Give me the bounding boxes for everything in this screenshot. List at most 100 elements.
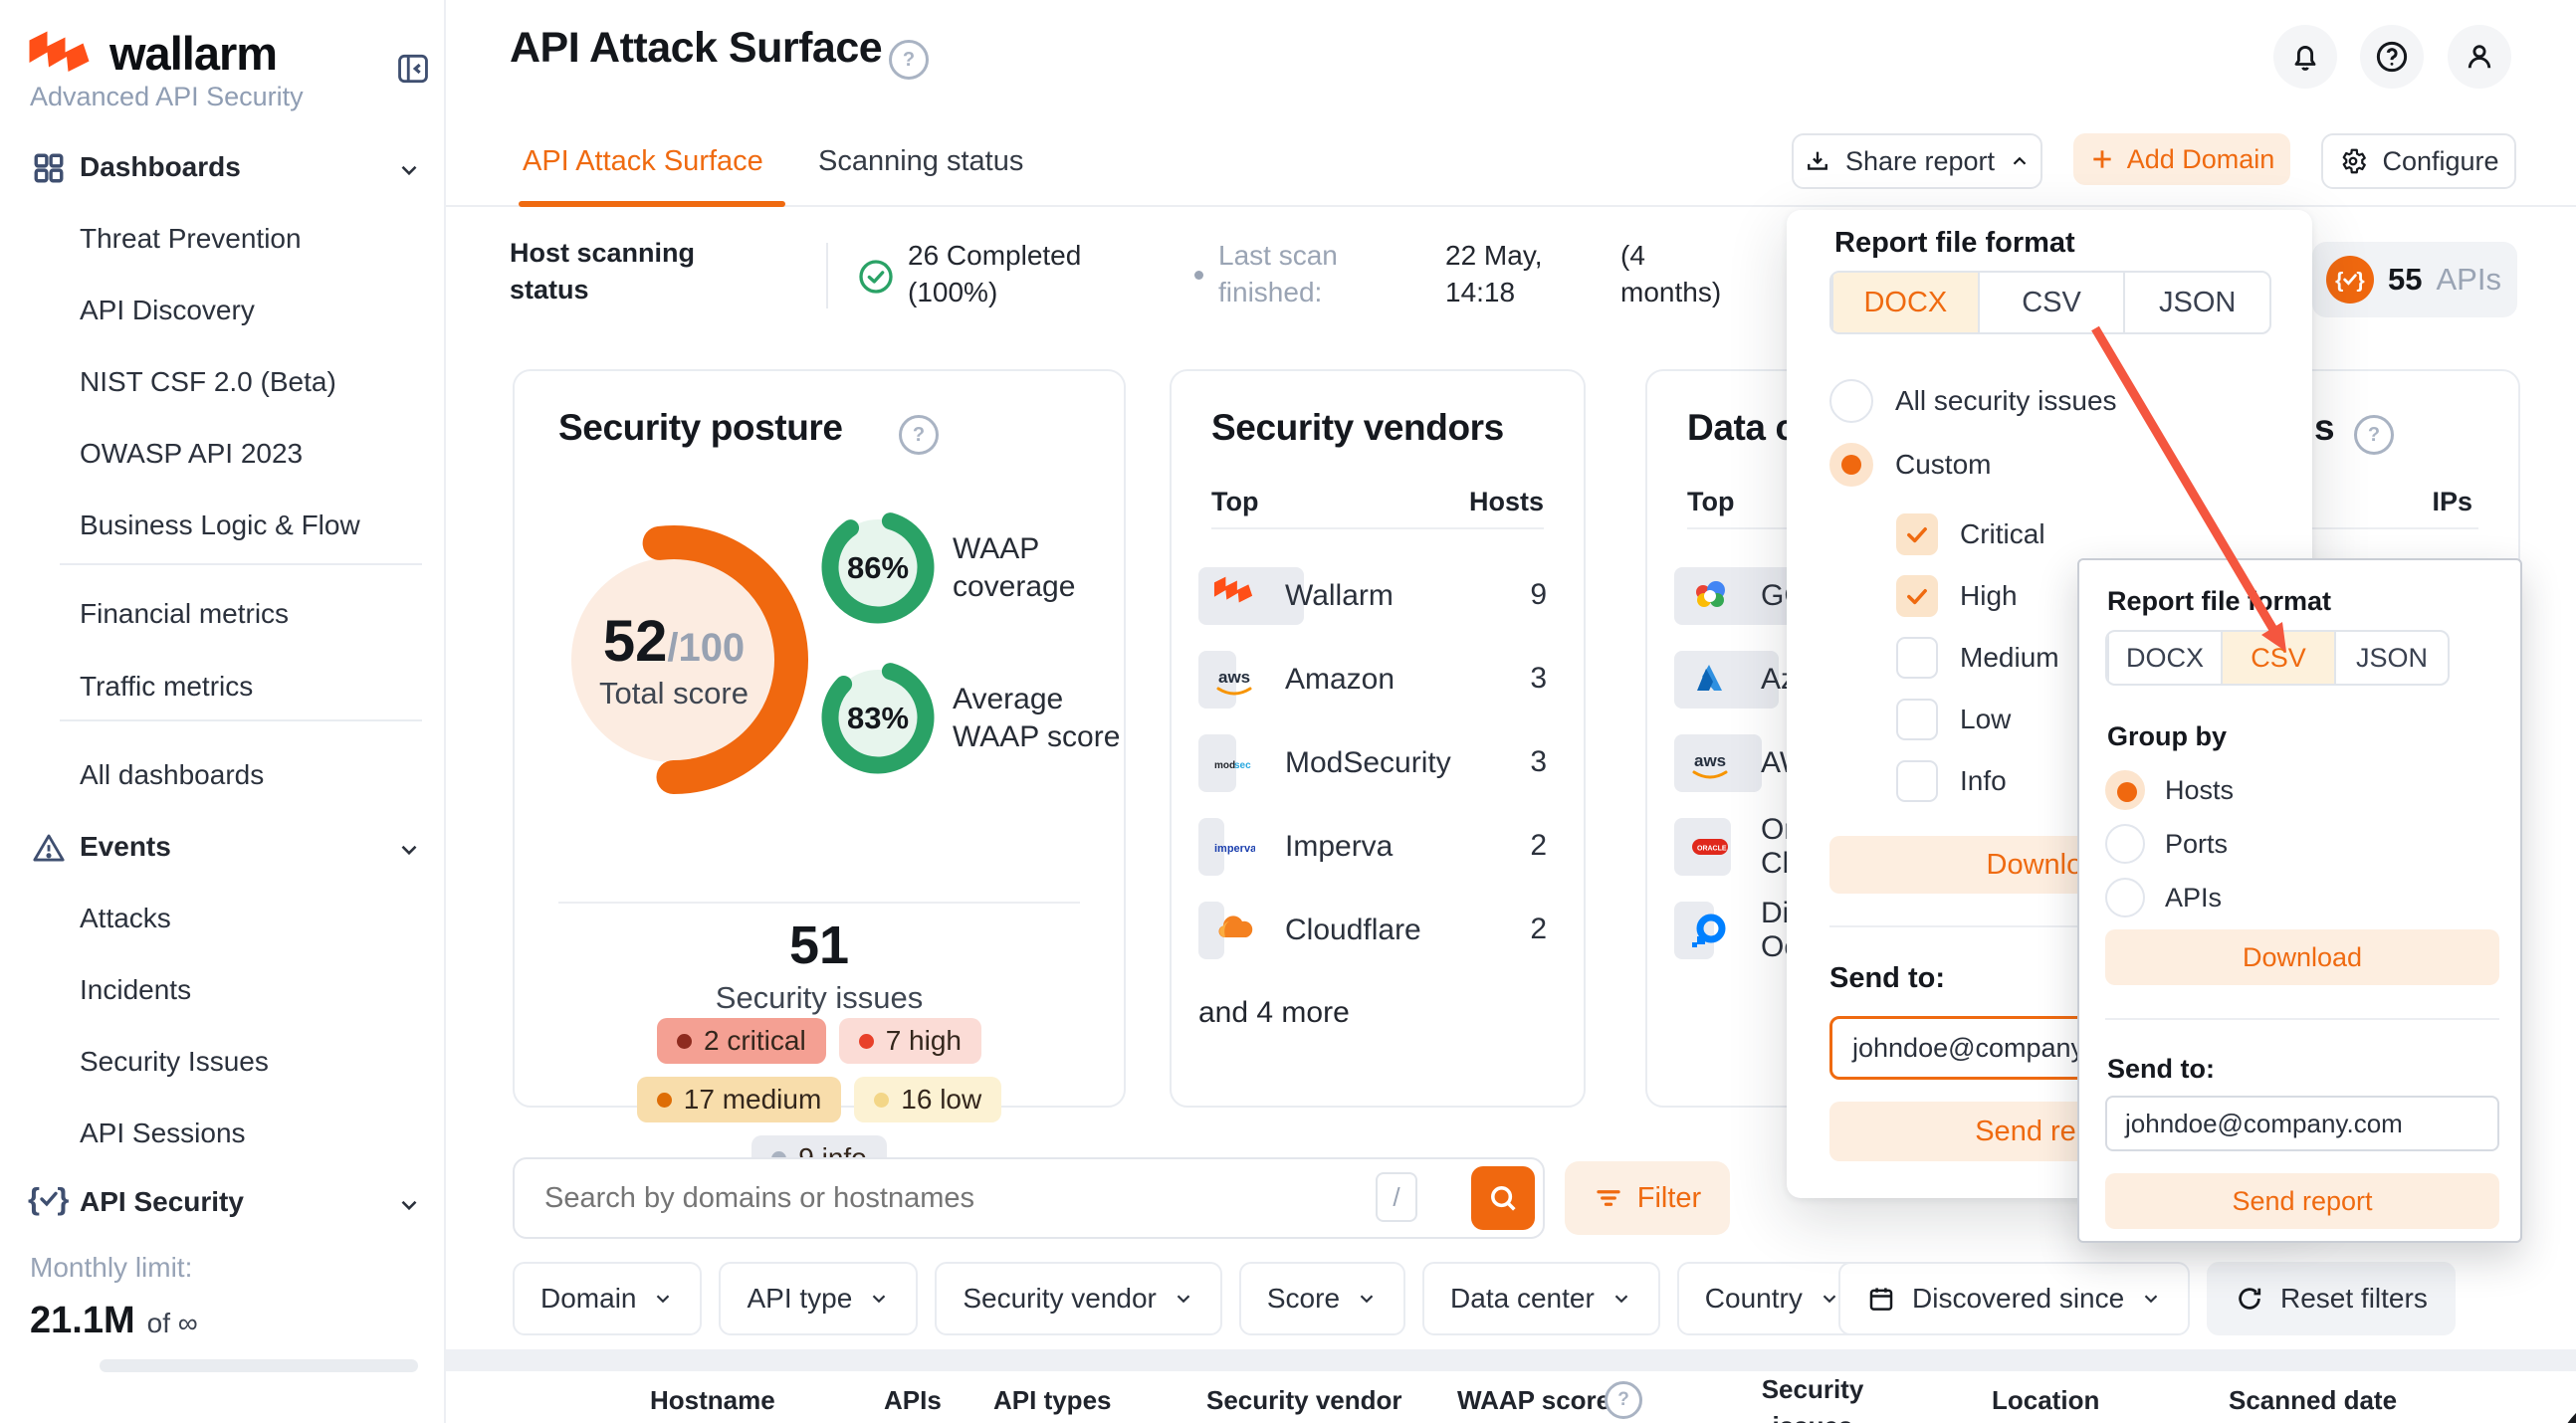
severity-checkbox-group: Critical High Medium — [1896, 504, 2294, 812]
sidebar-item-dashboards[interactable]: Dashboards — [80, 151, 241, 182]
chevron-down-icon[interactable] — [396, 837, 422, 863]
sidebar-item[interactable]: API Discovery — [80, 295, 255, 325]
search-button[interactable] — [1471, 1166, 1535, 1230]
notifications-button[interactable] — [2273, 25, 2337, 89]
checkbox-icon[interactable] — [1896, 513, 1938, 555]
col-security-vendor[interactable]: Security vendor — [1206, 1385, 1402, 1415]
sidebar-item[interactable]: Attacks — [80, 903, 171, 933]
col-hostname[interactable]: Hostname — [650, 1385, 775, 1415]
format-option[interactable]: CSV — [2221, 632, 2334, 684]
chat-widget-button[interactable] — [2554, 1391, 2576, 1423]
col-security-issues[interactable]: Security issues — [1761, 1374, 1864, 1423]
discovered-since-chip[interactable]: Discovered since — [1838, 1262, 2191, 1335]
vendor-row[interactable]: imperva Imperva 2 — [1198, 805, 1557, 889]
format-option[interactable]: JSON — [2123, 273, 2269, 332]
total-score-donut — [539, 525, 808, 794]
vendors-more-link[interactable]: and 4 more — [1198, 996, 1350, 1029]
severity-option[interactable]: Critical — [1896, 504, 2294, 565]
sidebar-item-all-dashboards[interactable]: All dashboards — [80, 759, 265, 790]
sidebar-scrollbar[interactable] — [100, 1359, 418, 1372]
filter-chip[interactable]: Data center — [1422, 1262, 1660, 1335]
reset-filters-button[interactable]: Reset filters — [2207, 1262, 2456, 1335]
filter-chip[interactable]: Country — [1676, 1262, 1868, 1335]
radio-icon[interactable] — [2105, 824, 2145, 864]
col-scanned-date[interactable]: Scanned date — [2229, 1385, 2398, 1415]
help-button[interactable] — [2360, 25, 2424, 89]
severity-chip[interactable]: 16 low — [854, 1077, 1002, 1122]
group-option[interactable]: Hosts — [2105, 763, 2483, 817]
sidebar-item[interactable]: Security Issues — [80, 1046, 269, 1077]
col-apis[interactable]: APIs — [884, 1385, 942, 1415]
chevron-down-icon[interactable] — [396, 157, 422, 183]
search-input[interactable] — [542, 1165, 1402, 1231]
checkbox-icon[interactable] — [1896, 575, 1938, 617]
severity-option[interactable]: Info — [1896, 750, 2294, 812]
tab-api-attack-surface[interactable]: API Attack Surface — [523, 145, 763, 177]
group-option[interactable]: APIs — [2105, 871, 2483, 924]
chevron-down-icon[interactable] — [396, 1192, 422, 1218]
col-waap-score[interactable]: WAAP score — [1457, 1385, 1611, 1415]
email-input[interactable]: johndoe@company.com — [2105, 1096, 2499, 1151]
configure-button[interactable]: Configure — [2321, 133, 2516, 189]
severity-option[interactable]: Low — [1896, 689, 2294, 750]
filter-chip[interactable]: API type — [719, 1262, 919, 1335]
sidebar-item[interactable]: Traffic metrics — [80, 671, 254, 702]
add-domain-button[interactable]: Add Domain — [2073, 133, 2290, 185]
scope-option[interactable]: All security issues — [1829, 369, 2287, 433]
severity-option[interactable]: High — [1896, 565, 2294, 627]
vendor-row[interactable]: Wallarm 9 — [1198, 554, 1557, 638]
sidebar-item-events[interactable]: Events — [80, 831, 171, 862]
filter-chip[interactable]: Domain — [513, 1262, 703, 1335]
page-help-icon[interactable]: ? — [889, 40, 929, 80]
vendor-row[interactable]: mod sec ModSecurity 3 — [1198, 721, 1557, 805]
radio-icon[interactable] — [2105, 878, 2145, 917]
sidebar-item[interactable]: Business Logic & Flow — [80, 509, 360, 540]
apis-count-badge[interactable]: {} 55 APIs — [2312, 242, 2517, 317]
format-option[interactable]: DOCX — [1831, 273, 1978, 332]
checkbox-icon[interactable] — [1896, 699, 1938, 740]
scope-option[interactable]: Custom — [1829, 433, 2287, 497]
chevron-down-icon — [1177, 1295, 1190, 1304]
severity-chip[interactable]: 2 critical — [657, 1018, 826, 1064]
sidebar-item[interactable]: Financial metrics — [80, 598, 290, 629]
vendor-row[interactable]: aws Amazon 3 — [1198, 638, 1557, 721]
format-option[interactable]: CSV — [1977, 273, 2124, 332]
group-option[interactable]: Ports — [2105, 817, 2483, 871]
radio-icon[interactable] — [1829, 443, 1873, 487]
radio-icon[interactable] — [1829, 379, 1873, 423]
filter-button[interactable]: Filter — [1565, 1161, 1730, 1235]
sidebar-item[interactable]: NIST CSF 2.0 (Beta) — [80, 366, 336, 397]
tab-scanning-status[interactable]: Scanning status — [818, 145, 1024, 177]
sidebar-item[interactable]: Incidents — [80, 974, 192, 1005]
severity-chip[interactable]: 17 medium — [636, 1077, 842, 1122]
send-report-button[interactable]: Send report — [2105, 1173, 2499, 1229]
waap-score-help-icon[interactable]: ? — [1605, 1381, 1642, 1419]
svg-text:aws: aws — [1694, 751, 1726, 770]
collapse-sidebar-icon[interactable] — [394, 50, 432, 88]
filter-chip[interactable]: Security vendor — [935, 1262, 1222, 1335]
radio-icon[interactable] — [2105, 770, 2145, 810]
help-icon[interactable]: ? — [2354, 415, 2394, 455]
checkbox-icon[interactable] — [1896, 760, 1938, 802]
filter-chip[interactable]: Score — [1238, 1262, 1406, 1335]
chevron-down-icon — [1360, 1295, 1374, 1304]
vendor-row[interactable]: Cloudflare 2 — [1198, 889, 1557, 972]
download-button[interactable]: Download — [2105, 929, 2499, 985]
format-option[interactable]: JSON — [2334, 632, 2448, 684]
col-location[interactable]: Location — [1992, 1385, 2100, 1415]
svg-text:{: { — [2335, 268, 2343, 292]
data-center-logo-icon: aws — [1689, 742, 1731, 784]
share-report-button[interactable]: Share report — [1792, 133, 2042, 189]
severity-option[interactable]: Medium — [1896, 627, 2294, 689]
severity-chip[interactable]: 7 high — [838, 1018, 981, 1064]
help-icon[interactable]: ? — [899, 415, 939, 455]
sidebar-item[interactable]: Threat Prevention — [80, 223, 302, 254]
sidebar-item-api-security[interactable]: API Security — [80, 1186, 244, 1217]
checkbox-icon[interactable] — [1896, 637, 1938, 679]
reset-icon — [2239, 1288, 2261, 1310]
sidebar-item[interactable]: OWASP API 2023 — [80, 438, 304, 469]
sidebar-item[interactable]: API Sessions — [80, 1118, 246, 1148]
profile-button[interactable] — [2448, 25, 2511, 89]
col-api-types[interactable]: API types — [993, 1385, 1112, 1415]
format-option[interactable]: DOCX — [2107, 632, 2221, 684]
